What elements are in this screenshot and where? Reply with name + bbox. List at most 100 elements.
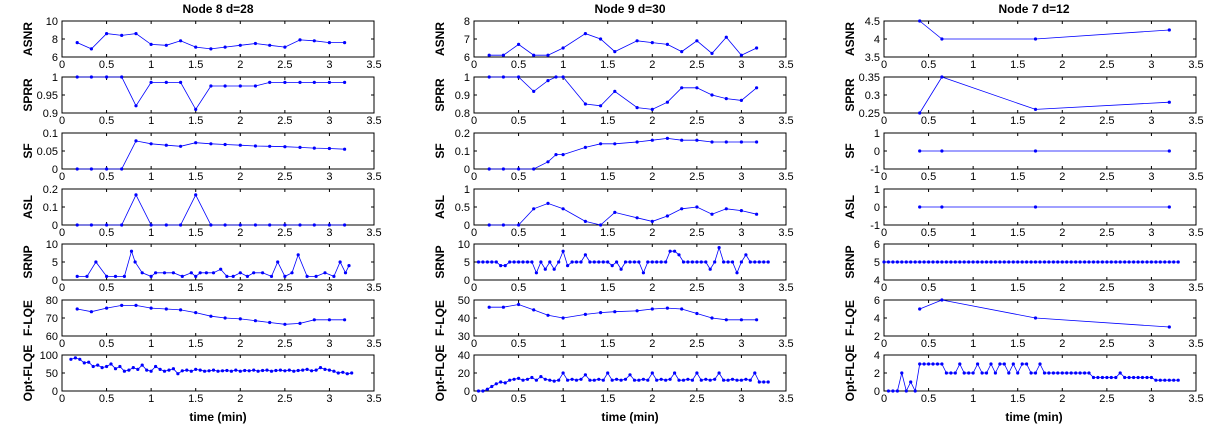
data-point xyxy=(225,368,229,373)
data-point xyxy=(739,318,744,322)
data-point xyxy=(314,368,318,372)
data-point xyxy=(487,75,491,79)
x-tick-label: 3 xyxy=(738,115,744,127)
y-tick-label: 0.2 xyxy=(43,184,58,196)
data-point xyxy=(171,271,175,275)
x-tick-label: 3 xyxy=(1148,393,1154,405)
data-point xyxy=(194,107,198,111)
x-tick-label: 0 xyxy=(59,171,65,183)
x-tick-label: 2 xyxy=(649,171,655,183)
data-point xyxy=(332,369,336,373)
x-tick-label: 1.5 xyxy=(600,115,615,127)
data-point xyxy=(283,223,287,227)
data-point xyxy=(318,366,323,370)
x-tick-label: 3 xyxy=(1148,338,1154,350)
data-point xyxy=(296,368,300,373)
data-point xyxy=(1096,375,1100,380)
x-tick-label: 3.5 xyxy=(1188,338,1203,350)
data-point xyxy=(722,378,726,382)
x-tick-label: 1.5 xyxy=(188,171,203,183)
axes-box xyxy=(883,354,1197,392)
x-tick-label: 2.5 xyxy=(689,171,704,183)
x-tick-label: 0.5 xyxy=(511,59,526,71)
axes-box xyxy=(61,132,375,170)
y-axis-label: SPRR xyxy=(433,78,447,112)
data-point xyxy=(87,360,91,364)
data-point xyxy=(89,223,93,227)
data-point xyxy=(632,260,637,264)
data-point xyxy=(122,369,126,373)
data-point xyxy=(164,80,168,84)
data-point xyxy=(336,371,340,375)
x-tick-label: 3 xyxy=(326,393,332,405)
data-point xyxy=(539,260,543,264)
data-point xyxy=(252,368,256,372)
data-point xyxy=(105,75,109,79)
data-point xyxy=(134,193,138,197)
data-point xyxy=(253,144,257,148)
data-point xyxy=(570,377,574,381)
axes-box xyxy=(473,354,787,392)
data-point xyxy=(944,371,949,375)
x-tick-label: 1 xyxy=(970,393,976,405)
data-point xyxy=(886,260,891,264)
data-point xyxy=(546,201,550,205)
data-point xyxy=(953,260,957,264)
data-point xyxy=(350,371,354,375)
data-point xyxy=(962,371,966,375)
data-point xyxy=(327,223,331,227)
data-point xyxy=(641,377,646,381)
data-point xyxy=(1149,260,1153,264)
data-point xyxy=(298,145,302,149)
x-tick-label: 0.5 xyxy=(99,115,114,127)
y-axis-label: SF xyxy=(21,143,35,158)
data-point xyxy=(508,378,512,382)
y-tick-label: 10 xyxy=(46,239,58,251)
data-point xyxy=(209,223,213,227)
data-point xyxy=(122,274,126,278)
data-point xyxy=(708,267,712,271)
data-point xyxy=(1056,371,1060,375)
data-point xyxy=(967,260,971,264)
panel-opt-flqe: 0 0.5 1 1.5 2 2.5 3 3.5 0 20 40 Opt-FLQE xyxy=(433,345,794,405)
data-point xyxy=(1100,375,1104,380)
panel-srnp: 0 0.5 1 1.5 2 2.5 3 3.5 4 5 6 SRNP xyxy=(843,239,1204,294)
data-point xyxy=(918,362,922,366)
data-point xyxy=(532,89,536,93)
data-point xyxy=(229,369,233,373)
data-point xyxy=(194,141,198,145)
data-point xyxy=(1078,371,1082,375)
y-tick-label: 1 xyxy=(52,72,58,84)
data-point xyxy=(940,149,944,153)
data-point xyxy=(967,371,971,375)
data-point xyxy=(494,382,498,386)
data-point xyxy=(234,368,238,372)
x-tick-label: 0.5 xyxy=(511,338,526,350)
y-tick-label: 30 xyxy=(458,331,470,343)
y-axis-label: F-LQE xyxy=(843,300,857,336)
data-point xyxy=(100,366,104,370)
x-tick-label: 1 xyxy=(560,115,566,127)
data-point xyxy=(327,368,331,372)
data-point xyxy=(940,75,944,79)
data-point xyxy=(913,260,917,264)
x-tick-label: 2 xyxy=(1059,393,1065,405)
data-point xyxy=(628,260,632,264)
data-point xyxy=(613,310,617,314)
data-point xyxy=(133,260,137,264)
x-axis-label: time (min) xyxy=(601,410,658,424)
data-point xyxy=(681,378,686,382)
x-tick-label: 3 xyxy=(738,59,744,71)
x-tick-label: 1.5 xyxy=(600,338,615,350)
data-point xyxy=(1136,375,1140,380)
data-point xyxy=(209,142,213,146)
data-point xyxy=(323,367,327,371)
x-tick-label: 1 xyxy=(148,171,154,183)
data-point xyxy=(75,307,79,311)
data-point xyxy=(131,366,135,370)
panel-opt-flqe: 0 0.5 1 1.5 2 2.5 3 3.5 0 2 4 Opt-FLQE xyxy=(843,345,1204,405)
data-point xyxy=(998,260,1002,264)
x-tick-label: 3.5 xyxy=(778,171,793,183)
data-point xyxy=(1118,371,1122,375)
y-axis-label: ASL xyxy=(433,195,447,219)
